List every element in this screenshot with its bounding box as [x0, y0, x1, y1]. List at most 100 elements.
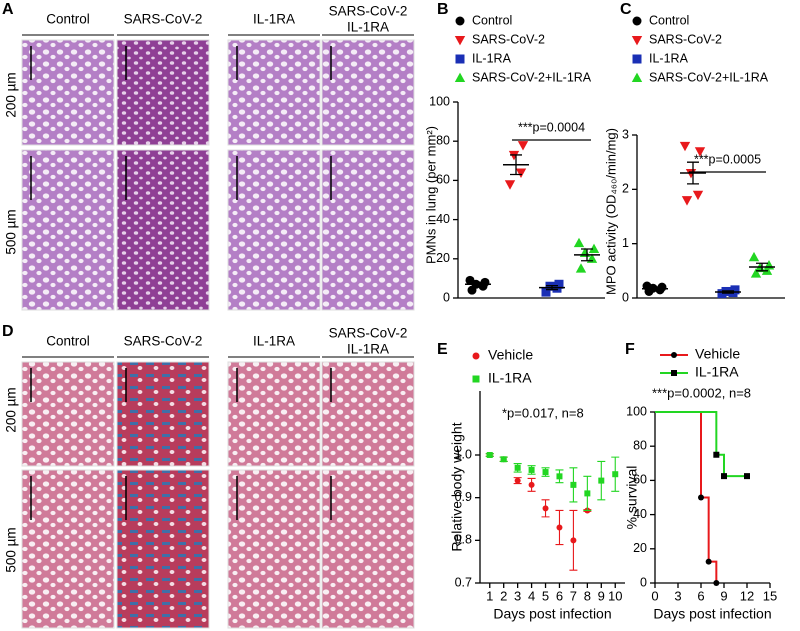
x-tick-label: 12 — [740, 588, 754, 603]
column-header: SARS-CoV-2 — [124, 12, 203, 27]
legend-marker — [455, 54, 465, 64]
data-point — [748, 251, 760, 262]
histology-image — [321, 469, 415, 629]
column-header: IL-1RA — [253, 12, 295, 27]
sem-bar — [687, 161, 699, 185]
y-tick-label: 1.0 — [455, 447, 472, 461]
x-tick-label: 5 — [542, 588, 549, 603]
legend-marker — [671, 370, 677, 376]
survival-line — [655, 411, 718, 583]
y-axis-label: % survival — [624, 466, 640, 530]
histology-image — [227, 469, 321, 629]
legend-label: Control — [649, 13, 689, 27]
y-tick-label: 60 — [436, 173, 450, 187]
legend-label: SARS-CoV-2+IL-1RA — [472, 70, 592, 84]
legend-label: Control — [472, 13, 512, 27]
legend-marker — [472, 375, 480, 383]
histology-image — [116, 39, 210, 146]
data-point — [598, 477, 605, 484]
histology-image — [21, 361, 115, 467]
sem-bar — [756, 262, 768, 272]
annotation: *p=0.017, n=8 — [502, 405, 584, 420]
histology-image — [227, 361, 321, 467]
legend-marker — [455, 16, 465, 26]
x-tick-label: 15 — [763, 588, 777, 603]
data-point — [486, 452, 493, 458]
data-point — [584, 490, 591, 497]
y-tick-label: 80 — [633, 438, 647, 452]
y-tick-label: 100 — [626, 404, 647, 418]
data-point — [514, 477, 521, 484]
data-point — [500, 456, 507, 463]
survival-line — [655, 411, 747, 478]
data-point — [744, 473, 750, 480]
y-tick-label: 40 — [436, 212, 450, 226]
panel-label: A — [2, 1, 14, 18]
legend-label: IL-1RA — [695, 364, 739, 380]
data-point — [465, 275, 475, 285]
legend-marker — [631, 72, 643, 83]
y-tick-label: 80 — [436, 133, 450, 147]
data-point — [694, 147, 706, 157]
x-tick-label: 10 — [608, 588, 622, 603]
row-label: 200 µm — [4, 72, 19, 117]
y-axis-label: PMNs in lung (per mm²) — [423, 126, 438, 264]
data-point — [556, 473, 563, 480]
data-point — [681, 196, 693, 206]
histology-image — [21, 149, 115, 311]
histology-image — [21, 39, 115, 146]
x-tick-label: 3 — [514, 588, 521, 603]
data-point — [698, 494, 704, 501]
x-tick-label: 2 — [500, 588, 507, 603]
y-tick-label: 100 — [429, 94, 450, 108]
sem-bar — [581, 248, 593, 262]
legend-marker — [631, 35, 643, 46]
x-tick-label: 9 — [598, 588, 605, 603]
y-tick-label: 60 — [633, 473, 647, 487]
column-header: IL-1RA — [347, 20, 389, 35]
y-axis-label: MPO activity (OD₄₆₀/min/mg) — [603, 128, 618, 295]
histology-image — [116, 469, 210, 629]
y-axis-label: Relative body weight — [449, 422, 465, 551]
row-label: 500 µm — [4, 527, 19, 572]
y-tick-label: 20 — [436, 251, 450, 265]
histology-image — [116, 149, 210, 311]
column-header: SARS-CoV-2 — [329, 4, 408, 19]
histology-image — [321, 149, 415, 311]
data-point — [556, 524, 563, 531]
legend-label: SARS-CoV-2 — [472, 32, 545, 46]
data-point — [692, 190, 704, 201]
histology-image — [227, 149, 321, 311]
data-point — [570, 481, 577, 488]
data-point — [528, 466, 535, 473]
data-point — [679, 141, 691, 152]
y-tick-label: 0.9 — [455, 490, 472, 504]
data-point — [612, 471, 619, 478]
histology-image — [116, 361, 210, 467]
legend-marker — [472, 352, 480, 360]
histology-image — [21, 469, 115, 629]
histology-image — [227, 39, 321, 146]
x-tick-label: 6 — [556, 588, 563, 603]
data-point — [750, 268, 762, 278]
data-point — [713, 451, 720, 458]
data-point — [504, 180, 516, 190]
y-tick-label: 1 — [622, 236, 629, 250]
data-point — [514, 464, 521, 471]
y-tick-label: 20 — [633, 541, 647, 555]
column-header: IL-1RA — [253, 334, 295, 349]
panel-label: C — [620, 1, 632, 18]
column-header: SARS-CoV-2 — [329, 326, 408, 341]
data-point — [515, 168, 527, 178]
legend-marker — [671, 352, 677, 358]
x-axis-label: Days post infection — [653, 606, 771, 622]
y-tick-label: 0.7 — [455, 575, 472, 589]
data-point — [761, 265, 773, 275]
panel-label: E — [437, 341, 448, 358]
row-label: 500 µm — [4, 209, 19, 254]
x-axis-label: Days post infection — [493, 606, 611, 622]
panel-label: F — [625, 341, 635, 358]
data-point — [763, 260, 775, 270]
legend-label: Vehicle — [695, 346, 740, 362]
